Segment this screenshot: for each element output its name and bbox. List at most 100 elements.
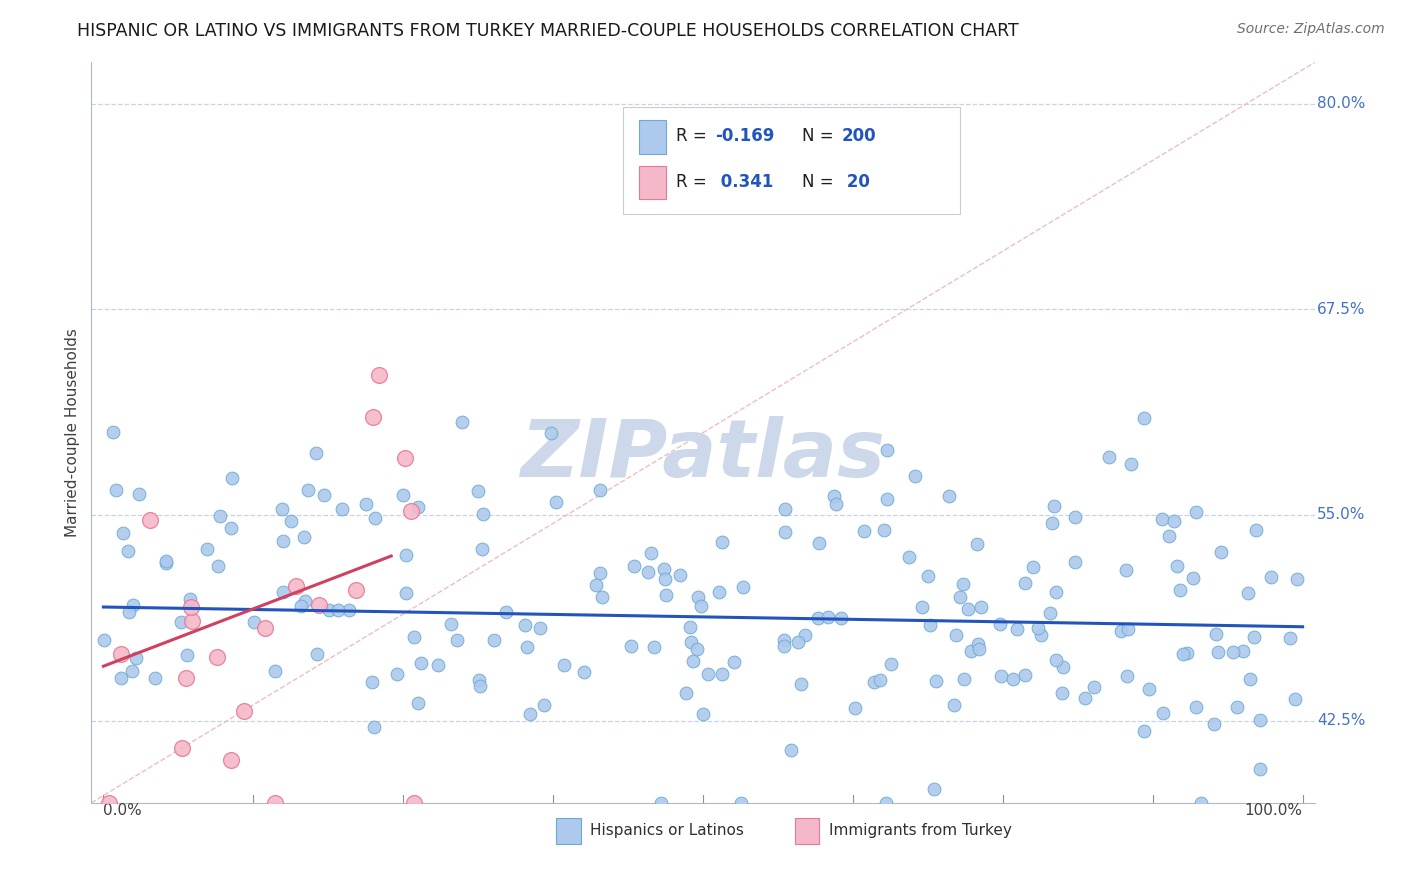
Point xyxy=(1163,514,1185,528)
Text: Hispanics or Latinos: Hispanics or Latinos xyxy=(591,823,744,838)
Point xyxy=(1064,510,1087,524)
Text: R =: R = xyxy=(676,173,711,192)
Point xyxy=(1098,450,1121,464)
Point xyxy=(1052,686,1074,700)
Point xyxy=(305,647,328,661)
Text: Source: ZipAtlas.com: Source: ZipAtlas.com xyxy=(1237,22,1385,37)
Point xyxy=(1285,572,1308,586)
Point xyxy=(98,796,121,810)
Point xyxy=(668,568,690,582)
Point xyxy=(1189,796,1212,810)
Point xyxy=(110,647,132,661)
Point xyxy=(876,443,898,458)
Point xyxy=(544,495,567,509)
Point xyxy=(967,641,990,656)
FancyBboxPatch shape xyxy=(623,107,960,214)
Point xyxy=(825,497,848,511)
Point xyxy=(121,664,143,678)
Point xyxy=(1185,505,1208,519)
Point xyxy=(787,634,810,648)
Point xyxy=(1119,457,1142,471)
Point xyxy=(395,586,418,600)
Point xyxy=(1039,606,1062,620)
Point xyxy=(1175,647,1198,661)
Point xyxy=(1157,529,1180,543)
Text: 80.0%: 80.0% xyxy=(1317,96,1365,112)
Point xyxy=(922,782,945,797)
Point xyxy=(938,489,960,503)
Point xyxy=(640,546,662,560)
Point xyxy=(406,500,429,515)
Point xyxy=(692,707,714,722)
Point xyxy=(1116,622,1139,636)
Point xyxy=(467,673,489,687)
Point xyxy=(1109,624,1132,638)
Text: 20: 20 xyxy=(841,173,870,192)
Point xyxy=(623,559,645,574)
Point xyxy=(312,488,335,502)
Point xyxy=(395,548,418,562)
Point xyxy=(1206,645,1229,659)
Point xyxy=(943,698,966,712)
Point xyxy=(273,533,295,548)
Text: 67.5%: 67.5% xyxy=(1317,301,1365,317)
Point xyxy=(402,631,425,645)
Point xyxy=(209,509,232,524)
Point xyxy=(945,627,967,641)
Point xyxy=(773,632,796,647)
Point xyxy=(686,641,709,656)
Point xyxy=(1239,672,1261,686)
Point xyxy=(686,590,709,604)
Point xyxy=(294,594,316,608)
Point xyxy=(876,491,898,506)
Point xyxy=(967,637,990,651)
Point xyxy=(1237,586,1260,600)
Point xyxy=(139,513,162,527)
Point xyxy=(103,425,125,439)
Point xyxy=(773,502,796,516)
Point xyxy=(589,566,612,581)
Text: R =: R = xyxy=(676,128,711,145)
Point xyxy=(468,679,491,693)
Point xyxy=(253,621,276,635)
Point xyxy=(823,489,845,503)
Text: 0.341: 0.341 xyxy=(716,173,773,192)
Point xyxy=(179,592,201,607)
Text: 0.0%: 0.0% xyxy=(104,803,142,818)
Point xyxy=(952,673,974,687)
Point xyxy=(773,639,796,653)
Point xyxy=(1040,516,1063,531)
Text: 55.0%: 55.0% xyxy=(1317,508,1365,523)
Point xyxy=(807,536,830,550)
Point xyxy=(219,521,242,535)
Point xyxy=(516,640,538,655)
Point xyxy=(207,559,229,574)
Point xyxy=(1026,621,1049,635)
Point xyxy=(707,585,730,599)
Point xyxy=(1137,681,1160,696)
Point xyxy=(143,671,166,685)
Point xyxy=(1171,647,1194,661)
Bar xyxy=(557,818,581,844)
Point xyxy=(243,615,266,629)
Point xyxy=(368,368,391,383)
Point xyxy=(897,550,920,565)
Point xyxy=(1170,582,1192,597)
Point xyxy=(195,542,218,557)
Point xyxy=(513,617,536,632)
Point xyxy=(911,599,934,614)
Text: 100.0%: 100.0% xyxy=(1244,803,1302,818)
Point xyxy=(1083,680,1105,694)
Point xyxy=(1115,669,1137,683)
Point xyxy=(471,508,494,522)
Point xyxy=(682,654,704,668)
Point xyxy=(969,599,991,614)
Point xyxy=(1278,631,1301,645)
Point xyxy=(297,483,319,498)
Point xyxy=(404,796,426,810)
Point xyxy=(271,585,294,599)
Point xyxy=(1205,627,1227,641)
Point xyxy=(1002,672,1025,686)
Text: 42.5%: 42.5% xyxy=(1317,713,1365,728)
Point xyxy=(1249,762,1271,776)
